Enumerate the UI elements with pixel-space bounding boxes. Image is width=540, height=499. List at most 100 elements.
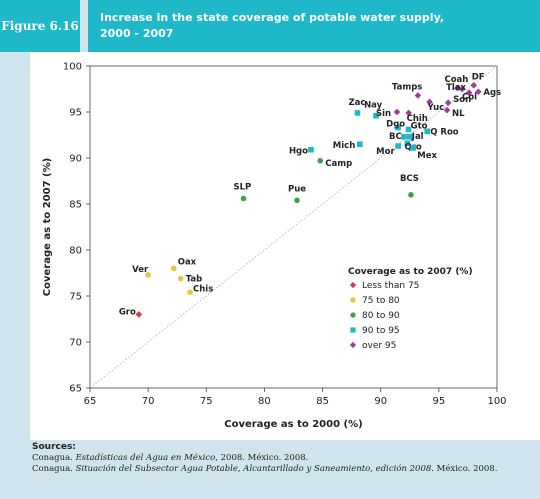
legend-title: Coverage as to 2007 (%) <box>348 267 473 277</box>
data-point <box>424 128 431 135</box>
data-point <box>294 197 300 204</box>
data-point <box>170 265 177 272</box>
point-label: Gro <box>119 307 136 317</box>
point-label: Son <box>453 95 471 105</box>
point-label: Camp <box>325 159 352 169</box>
y-tick-label: 65 <box>69 384 82 395</box>
legend-marker <box>350 327 356 333</box>
data-point <box>458 85 466 93</box>
data-point <box>395 124 401 131</box>
data-point <box>308 146 314 153</box>
source-1-publisher: Conagua. <box>32 453 73 463</box>
legend-marker <box>349 341 357 349</box>
data-point <box>395 143 401 149</box>
figure-number: Figure 6.16 <box>1 19 79 33</box>
y-axis-label: Coverage as to 2007 (%) <box>42 158 53 296</box>
plot-frame <box>89 65 498 389</box>
data-point <box>240 195 247 202</box>
data-point <box>443 106 451 114</box>
point-label: Zac <box>348 98 365 108</box>
point-label: Yuc <box>427 103 445 113</box>
data-point <box>406 134 413 140</box>
legend-label: 75 to 80 <box>362 296 400 306</box>
point-label: Coah <box>444 75 468 85</box>
legend-label: 90 to 95 <box>362 326 400 336</box>
data-point <box>405 126 412 133</box>
legend-label: 80 to 90 <box>362 311 400 321</box>
figure-title-box: Increase in the state coverage of potabl… <box>88 0 540 52</box>
source-line-2: Conagua. Situación del Subsector Agua Po… <box>32 464 532 475</box>
data-point <box>444 99 452 107</box>
scatter-chart: 65 70 75 80 85 90 95 100 65 70 75 80 85 90 95 100 Covera… <box>30 52 540 440</box>
legend-marker <box>349 281 357 289</box>
y-tick-label: 100 <box>63 62 82 73</box>
x-tick-label: 65 <box>84 396 97 407</box>
y-tick-label: 70 <box>69 338 82 349</box>
source-line-1: Conagua. Estadísticas del Agua en México… <box>32 453 532 464</box>
point-label: BCS <box>400 174 419 184</box>
point-label: Jal <box>411 132 424 142</box>
figure-number-badge: Figure 6.16 <box>0 0 80 52</box>
point-label: Mich <box>333 141 355 151</box>
legend: Coverage as to 2007 (%) Less than 75 75 to… <box>348 267 473 351</box>
point-label: Tamps <box>392 82 422 92</box>
data-point <box>354 110 361 116</box>
data-point <box>145 272 151 278</box>
data-point <box>317 157 324 164</box>
data-point <box>356 141 363 147</box>
y-tick-label: 95 <box>69 108 82 119</box>
point-label: Chih <box>407 114 428 124</box>
x-tick-label: 85 <box>316 396 329 407</box>
x-tick-label: 80 <box>258 396 271 407</box>
legend-marker <box>350 312 356 318</box>
y-tick-label: 90 <box>69 154 82 165</box>
series-2-group: SLP Pue BCS Camp <box>233 157 419 204</box>
point-label: Mor <box>376 147 395 157</box>
x-tick-label: 100 <box>487 396 506 407</box>
sources-heading: Sources: <box>32 442 76 452</box>
data-point <box>187 289 193 296</box>
legend-marker <box>350 297 356 303</box>
chart-panel <box>30 52 540 440</box>
point-label: Pue <box>288 184 306 194</box>
y-tick-label: 85 <box>69 200 82 211</box>
data-point <box>405 109 412 117</box>
data-point <box>454 84 461 92</box>
reference-diagonal-line <box>89 65 498 389</box>
point-label: Ags <box>483 88 501 98</box>
point-label: Dgo <box>386 120 405 130</box>
point-label: Tlax <box>446 83 466 93</box>
point-label: DF <box>472 72 485 82</box>
data-point <box>404 140 411 147</box>
data-point <box>401 134 407 140</box>
source-1-title: Estadísticas del Agua en México <box>75 453 216 463</box>
figure-title-line-1: Increase in the state coverage of potabl… <box>100 11 445 24</box>
legend-label: over 95 <box>362 341 396 351</box>
sources-block: Sources: Conagua. Estadísticas del Agua … <box>32 442 532 475</box>
data-point <box>426 98 433 106</box>
data-point <box>393 108 401 116</box>
data-point <box>135 311 143 318</box>
data-point <box>408 192 414 198</box>
point-label: Nay <box>364 101 383 111</box>
x-tick-label: 90 <box>374 396 387 407</box>
data-point <box>177 275 184 282</box>
point-label: Q Roo <box>430 127 459 137</box>
source-1-rest: , 2008. México. 2008. <box>215 453 309 463</box>
point-label: Gto <box>411 121 428 131</box>
point-label: Chis <box>193 284 213 294</box>
y-tick-label: 80 <box>69 246 82 257</box>
data-point <box>414 92 422 99</box>
x-axis-label: Coverage as to 2000 (%) <box>224 419 362 430</box>
data-point <box>410 145 417 151</box>
point-label: Oax <box>178 257 197 267</box>
figure-title-line-2: 2000 - 2007 <box>100 27 174 40</box>
source-2-publisher: Conagua. <box>32 464 73 474</box>
legend-label: Less than 75 <box>362 281 419 291</box>
point-label: Col <box>462 93 477 103</box>
point-label: Mex <box>417 151 437 161</box>
source-2-rest: . México. 2008. <box>431 464 498 474</box>
